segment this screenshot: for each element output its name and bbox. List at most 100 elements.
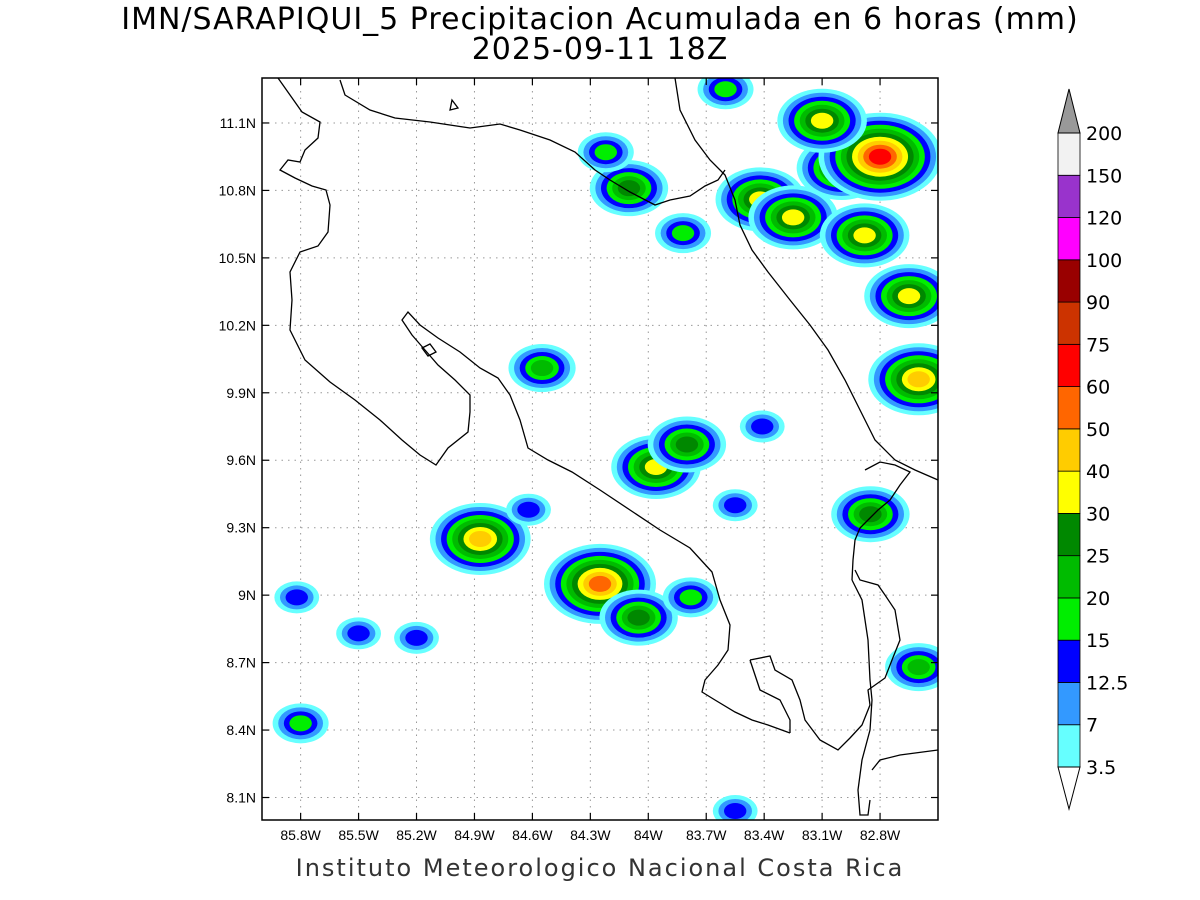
colorbar-label: 120 (1086, 208, 1122, 230)
precip-contour-level (907, 659, 930, 676)
precip-contour-level (588, 575, 612, 592)
precip-contour-level (530, 360, 554, 377)
colorbar-segment (1057, 386, 1081, 430)
precip-contour-level (617, 180, 641, 197)
map-title: IMN/SARAPIQUI_5 Precipitacion Acumulada … (121, 2, 1079, 37)
colorbar-segment (1057, 259, 1081, 303)
colorbar-label: 75 (1086, 334, 1110, 356)
precip-cell (655, 213, 712, 254)
lat-tick-label: 8.4N (226, 722, 256, 738)
lat-tick-label: 8.1N (226, 790, 256, 806)
precip-cell (577, 132, 634, 173)
precip-cell (274, 581, 320, 614)
precip-cell (662, 577, 719, 618)
lat-tick-label: 10.8N (219, 182, 256, 198)
colorbar-label: 20 (1086, 588, 1110, 610)
precip-contour-level (517, 501, 540, 518)
colorbar-segment (1057, 470, 1081, 514)
precip-cell (272, 703, 329, 744)
precip-cell (819, 203, 910, 268)
precip-cell (748, 185, 838, 250)
island-north (449, 98, 460, 111)
lon-tick-label: 84.3W (570, 827, 611, 843)
colorbar-segment (1057, 682, 1081, 726)
lon-tick-label: 83.1W (802, 827, 843, 843)
colorbar-segment (1057, 217, 1081, 261)
precip-contour-level (724, 803, 747, 820)
colorbar-label: 40 (1086, 461, 1110, 483)
institution-footer: Instituto Meteorologico Nacional Costa R… (295, 854, 905, 882)
precip-cell (429, 502, 531, 575)
colorbar-label: 60 (1086, 377, 1110, 399)
precip-contour-level (675, 436, 699, 453)
precip-contour-level (724, 497, 747, 514)
precip-cell (739, 410, 785, 443)
precip-contour-level (751, 418, 774, 435)
panama-coast-east (871, 749, 938, 771)
golfo-dulce-shore (749, 659, 791, 733)
lon-tick-label: 84.9W (454, 827, 495, 843)
pacific-coast-north (277, 78, 791, 734)
osa-peninsula (749, 569, 901, 751)
precip-cell (506, 493, 551, 526)
lat-tick-label: 8.7N (226, 655, 256, 671)
colorbar-label: 50 (1086, 419, 1110, 441)
precip-cell (697, 78, 754, 110)
colorbar-segment (1057, 555, 1081, 599)
precip-contour-level (781, 209, 805, 226)
colorbar-segment (1057, 639, 1081, 683)
colorbar-segment (1057, 724, 1081, 768)
precip-cell (777, 88, 867, 153)
precip-cell (712, 489, 758, 522)
lat-tick-label: 10.2N (219, 317, 256, 333)
panama-coast-south (851, 579, 873, 816)
precip-contour-level (868, 148, 892, 165)
precip-cell (885, 643, 938, 692)
colorbar-over-arrow (1057, 88, 1081, 134)
precip-cell (831, 486, 910, 543)
lon-tick-label: 83.4W (744, 827, 785, 843)
colorbar-segment (1057, 428, 1081, 472)
colorbar-label: 30 (1086, 503, 1110, 525)
map-frame (261, 77, 939, 821)
colorbar-under-arrow (1057, 766, 1081, 811)
precip-contour-level (469, 530, 492, 547)
colorbar-label: 15 (1086, 630, 1110, 652)
nicaragua-border-line (339, 79, 726, 206)
precip-cell (868, 343, 938, 416)
colorbar-segment (1057, 343, 1081, 388)
precip-cell (864, 264, 938, 329)
colorbar-segment (1057, 597, 1081, 641)
panama-border-line (851, 461, 912, 581)
lat-tick-label: 9.6N (226, 452, 256, 468)
precip-contour-level (405, 629, 428, 646)
precip-cell (647, 416, 727, 473)
precip-cell (599, 589, 678, 646)
lon-tick-label: 83.7W (686, 827, 727, 843)
lat-tick-label: 9.3N (226, 520, 256, 536)
precip-cell (394, 621, 439, 654)
island (421, 343, 437, 357)
colorbar-segment (1057, 132, 1081, 176)
lon-tick-label: 84W (634, 827, 664, 843)
colorbar-label: 12.5 (1086, 672, 1128, 694)
colorbar-label: 3.5 (1086, 757, 1116, 779)
precip-contour-level (853, 227, 876, 244)
lon-tick-label: 84.6W (512, 827, 553, 843)
precip-cell (508, 344, 576, 393)
lon-tick-label: 85.2W (396, 827, 437, 843)
precip-contour-level (897, 288, 921, 305)
colorbar-label: 100 (1086, 250, 1122, 272)
colorbar-label: 25 (1086, 546, 1110, 568)
precip-cell (336, 617, 381, 650)
precip-contour-level (627, 609, 650, 626)
colorbar-label: 150 (1086, 165, 1122, 187)
precip-contour-level (285, 589, 308, 606)
colorbar-label: 200 (1086, 123, 1122, 145)
precip-contour-level (671, 225, 695, 242)
colorbar-segment (1057, 174, 1081, 218)
coastlines-and-borders (277, 78, 938, 816)
precip-contour-level (810, 112, 834, 129)
precip-cell (712, 795, 758, 820)
